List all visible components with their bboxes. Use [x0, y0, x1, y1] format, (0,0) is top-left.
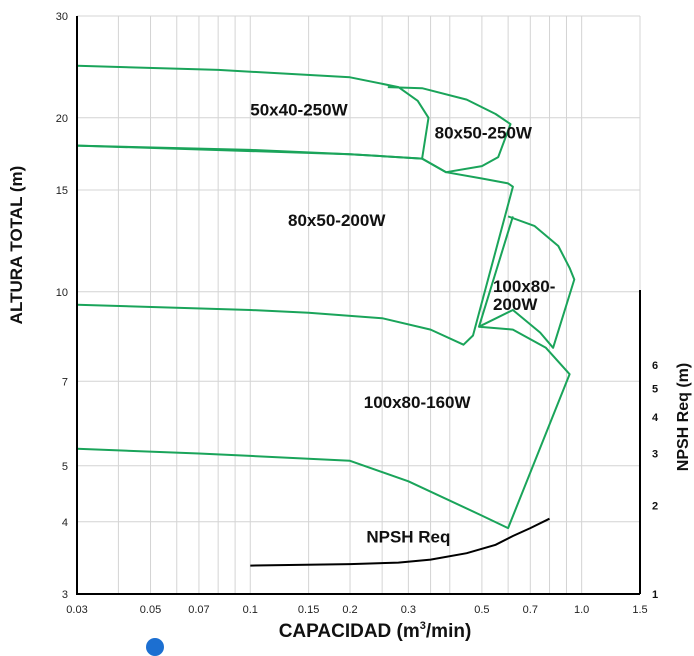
x-tick-label: 0.7: [523, 604, 538, 616]
pump-curves: [76, 64, 576, 530]
y-tick-label: 3: [62, 589, 68, 601]
x-tick-label: 0.05: [140, 604, 161, 616]
pump-label-100x80-200W-line2: 200W: [493, 295, 538, 314]
y-axis-title: ALTURA TOTAL (m): [7, 166, 26, 325]
tick-labels: 0.03 0.05 0.07 0.1 0.15 0.2 0.3 0.5 0.7 1.0 1.5 3 4 5…: [56, 11, 659, 616]
npsh-label: NPSH Req: [366, 528, 450, 547]
npsh-curve: [250, 517, 550, 567]
pump-label-80x50-200W: 80x50-200W: [288, 211, 386, 230]
y2-tick-label: 4: [652, 412, 659, 424]
y2-tick-label: 5: [652, 384, 658, 396]
axes: [76, 16, 641, 595]
x-tick-label: 0.5: [474, 604, 489, 616]
y2-tick-label: 6: [652, 360, 658, 372]
npsh-line: [250, 517, 550, 567]
x-tick-label: 0.15: [298, 604, 319, 616]
series-labels: 50x40-250W 80x50-250W 80x50-200W 100x80-200…: [250, 100, 555, 546]
y-tick-label: 10: [56, 287, 68, 299]
y-tick-label: 5: [62, 461, 68, 473]
x-axis-title: CAPACIDAD (m3/min): [279, 620, 472, 642]
y2-tick-label: 2: [652, 500, 658, 512]
grid: [76, 15, 641, 595]
pump-curve-80x50-200W: [76, 144, 514, 346]
x-tick-label: 0.03: [66, 604, 87, 616]
pump-curve-80x50-250W: [387, 86, 512, 174]
y2-axis-title: NPSH Req (m): [675, 363, 692, 471]
pump-label-100x80-200W-line1: 100x80-: [493, 277, 555, 296]
x-tick-label: 0.3: [401, 604, 416, 616]
pump-label-50x40-250W: 50x40-250W: [250, 100, 348, 119]
x-tick-label: 1.0: [574, 604, 589, 616]
pump-label-80x50-250W: 80x50-250W: [435, 124, 533, 143]
y-tick-label: 20: [56, 113, 68, 125]
x-tick-label: 0.2: [342, 604, 357, 616]
y-tick-label: 30: [56, 11, 68, 23]
y2-tick-label: 1: [652, 589, 658, 601]
x-tick-label: 0.07: [188, 604, 209, 616]
pump-curve-100x80-200W: [478, 215, 576, 349]
y2-tick-label: 3: [652, 449, 658, 461]
y-tick-label: 7: [62, 376, 68, 388]
y-tick-label: 4: [62, 517, 68, 529]
x-tick-label: 0.1: [243, 604, 258, 616]
pump-curve-100x80-160W: [76, 325, 571, 530]
pump-label-100x80-160W: 100x80-160W: [364, 393, 472, 412]
logo-dot-icon: [146, 638, 164, 656]
y-tick-label: 15: [56, 185, 68, 197]
x-tick-label: 1.5: [632, 604, 647, 616]
